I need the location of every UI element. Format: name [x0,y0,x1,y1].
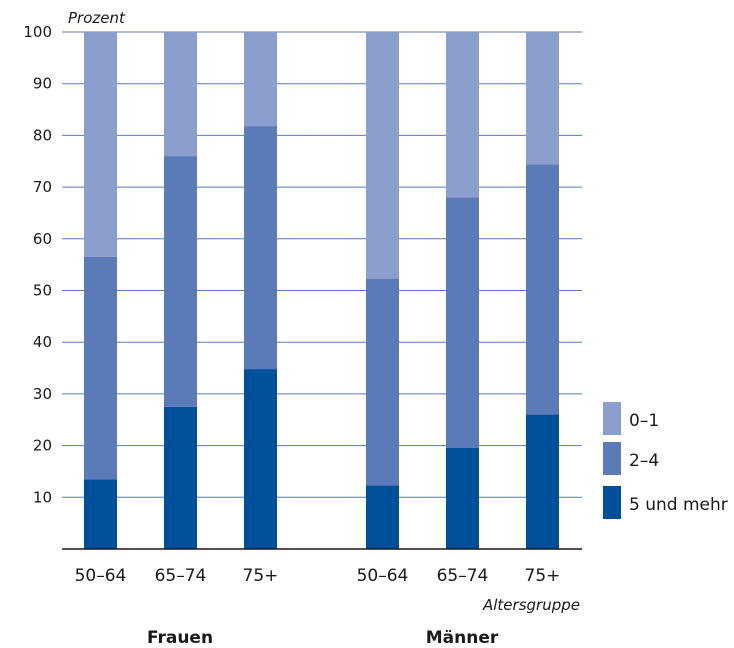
y-tick-label-60: 60 [33,230,52,248]
bar-frauen-0-series-0 [84,479,117,549]
y-tick-label-20: 20 [33,437,52,455]
x-axis-tick-labels: 50–64 65–74 75+ 50–64 65–74 75+ [75,566,561,586]
bar-männer-1-series-2 [446,32,479,198]
bar-frauen-1-series-1 [164,156,197,407]
bar-frauen-1-series-0 [164,406,197,549]
bar-frauen-2-series-0 [244,369,277,549]
y-tick-label-10: 10 [33,488,52,506]
bar-frauen-1-series-2 [164,32,197,157]
y-tick-label-40: 40 [33,333,52,351]
bar-frauen-0-series-2 [84,32,117,257]
bar-frauen-0-series-1 [84,256,117,480]
legend: 0–1 2–4 5 und mehr [603,402,728,519]
legend-swatch-2 [603,486,621,519]
legend-swatch-1 [603,442,621,475]
x-axis-label: Altersgruppe [482,596,580,614]
x-tick-label-männer-2: 75+ [525,566,561,586]
y-tick-label-50: 50 [33,282,52,300]
legend-label-2: 5 und mehr [629,495,728,515]
bar-männer-2-series-2 [526,32,559,165]
bar-frauen-2-series-1 [244,126,277,370]
bar-männer-0-series-2 [366,32,399,279]
bar-frauen-2-series-2 [244,32,277,127]
legend-label-1: 2–4 [629,451,659,471]
group-label-maenner: Männer [426,628,499,648]
y-tick-label-80: 80 [33,126,52,144]
bar-männer-1-series-0 [446,447,479,549]
y-tick-label-30: 30 [33,385,52,403]
y-tick-label-90: 90 [33,75,52,93]
y-axis-ticks: 10 20 30 40 50 60 70 80 90 100 [23,23,52,506]
bar-männer-0-series-0 [366,485,399,549]
legend-swatch-0 [603,402,621,435]
bar-männer-0-series-1 [366,278,399,486]
gridlines [62,31,582,498]
bar-männer-2-series-0 [526,414,559,549]
x-tick-label-frauen-1: 65–74 [155,566,207,586]
bar-männer-2-series-1 [526,164,559,415]
bars [84,32,559,549]
group-label-frauen: Frauen [147,628,213,648]
y-tick-label-70: 70 [33,178,52,196]
x-tick-label-frauen-0: 50–64 [75,566,127,586]
x-tick-label-männer-1: 65–74 [437,566,489,586]
x-tick-label-frauen-2: 75+ [243,566,279,586]
x-tick-label-männer-0: 50–64 [357,566,409,586]
legend-label-0: 0–1 [629,411,659,431]
bar-männer-1-series-1 [446,197,479,448]
y-axis-label: Prozent [68,9,126,27]
y-tick-label-100: 100 [23,23,52,41]
